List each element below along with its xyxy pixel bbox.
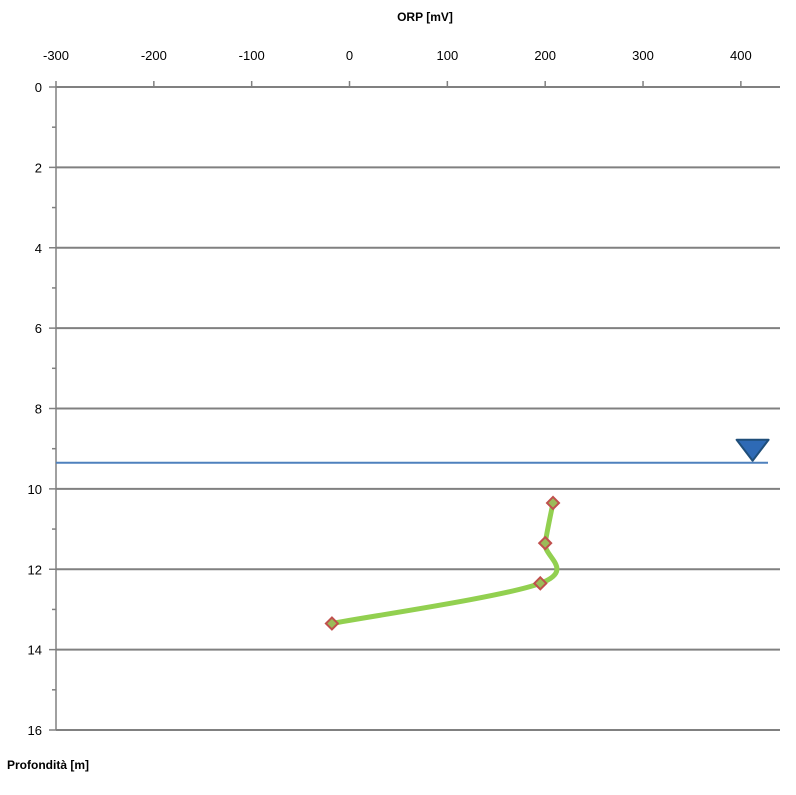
y-tick-label-12: 12 [28,562,42,577]
y-tick-label-2: 2 [35,160,42,175]
series [324,495,561,631]
data-point-1 [537,535,553,551]
gridlines [56,166,780,731]
data-point-0 [545,495,561,511]
y-tick-label-6: 6 [35,321,42,336]
x-tick-label-0: 0 [346,48,353,63]
x-tick-label--300: -300 [43,48,69,63]
y-tick-label-0: 0 [35,80,42,95]
y-tick-label-16: 16 [28,723,42,738]
y-tick-label-14: 14 [28,643,42,658]
y-axis-title: Profondità [m] [7,758,89,772]
x-tick-label--200: -200 [141,48,167,63]
x-tick-label--100: -100 [239,48,265,63]
water-level [56,438,770,464]
data-point-3 [324,616,340,631]
series-line-0 [329,500,560,627]
x-axis-title: ORP [mV] [397,10,453,24]
y-tick-label-8: 8 [35,402,42,417]
x-tick-label-400: 400 [730,48,752,63]
data-point-2 [532,575,548,591]
y-tick-label-10: 10 [28,482,42,497]
axes [49,81,780,731]
x-tick-label-300: 300 [632,48,654,63]
y-tick-label-4: 4 [35,241,42,256]
tick-labels: -300 -200 -100 0 100 200 300 400 0 2 4 6 8 10 12 14 16 [28,48,752,738]
water-level-icon [735,438,770,462]
x-tick-label-200: 200 [534,48,556,63]
x-tick-label-100: 100 [436,48,458,63]
